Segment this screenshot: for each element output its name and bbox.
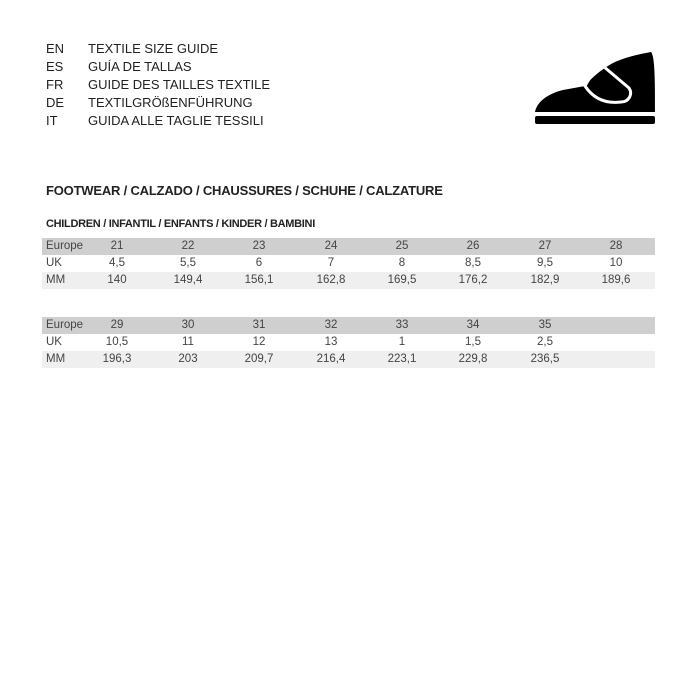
row-label: Europe [46,240,84,252]
table-cell: 23 [252,240,266,252]
language-title: GUÍA DE TALLAS [88,59,192,74]
table-cell: 31 [252,319,266,331]
table-cell: 182,9 [530,274,560,286]
table-cell: 22 [181,240,195,252]
row-label: UK [46,257,62,269]
size-table-2: Europe 29 30 31 32 33 34 35 UK 10,5 11 12 13 1 1,5 2,5 M… [42,317,655,368]
table-cell: 35 [538,319,552,331]
table-cell: 162,8 [316,274,346,286]
table-cell: 8,5 [465,257,481,269]
table-cell: 196,3 [102,353,132,365]
table-cell: 156,1 [244,274,274,286]
table-row: MM 140 149,4 156,1 162,8 169,5 176,2 182,9 189,6 [42,272,655,289]
table-cell: 229,8 [458,353,488,365]
table-cell: 5,5 [180,257,196,269]
table-cell: 11 [182,336,194,348]
table-cell: 27 [538,240,552,252]
table-cell: 10 [609,257,623,269]
table-cell: 10,5 [105,336,129,348]
table-cell: 1,5 [465,336,481,348]
subsection-title: CHILDREN / INFANTIL / ENFANTS / KINDER /… [46,218,315,230]
row-label: Europe [46,319,84,331]
row-label: MM [46,274,66,286]
language-code: ES [46,59,64,74]
row-label: MM [46,353,66,365]
language-code: EN [46,41,65,56]
table-cell: 26 [466,240,480,252]
section-title: FOOTWEAR / CALZADO / CHAUSSURES / SCHUHE… [46,183,443,198]
language-title: GUIDE DES TAILLES TEXTILE [88,77,271,92]
table-cell: 203 [178,353,198,365]
table-cell: 176,2 [458,274,488,286]
language-title: TEXTILGRÖßENFÜHRUNG [88,95,253,110]
table-cell: 149,4 [173,274,203,286]
table-cell: 189,6 [601,274,631,286]
table-cell: 12 [252,336,266,348]
table-cell: 21 [110,240,124,252]
table-cell: 6 [255,257,263,269]
table-cell: 216,4 [316,353,346,365]
table-cell: 8 [398,257,406,269]
row-label: UK [46,336,62,348]
shoe-icon [535,52,655,124]
table-row: Europe 21 22 23 24 25 26 27 28 [42,238,655,255]
language-code: DE [46,95,65,110]
table-cell: 34 [466,319,480,331]
table-cell: 4,5 [109,257,125,269]
table-cell: 29 [110,319,124,331]
table-row: UK 4,5 5,5 6 7 8 8,5 9,5 10 [42,255,655,272]
table-cell: 28 [609,240,623,252]
table-cell: 7 [327,257,335,269]
language-title: GUIDA ALLE TAGLIE TESSILI [88,113,264,128]
table-cell: 236,5 [530,353,560,365]
table-cell: 24 [324,240,338,252]
table-row: UK 10,5 11 12 13 1 1,5 2,5 [42,334,655,351]
table-cell: 13 [324,336,338,348]
language-title: TEXTILE SIZE GUIDE [88,41,219,56]
table-cell: 25 [395,240,409,252]
table-cell: 169,5 [387,274,417,286]
table-cell: 140 [107,274,127,286]
language-code: IT [46,113,58,128]
table-row: MM 196,3 203 209,7 216,4 223,1 229,8 236,5 [42,351,655,368]
table-cell: 209,7 [244,353,274,365]
table-row: Europe 29 30 31 32 33 34 35 [42,317,655,334]
language-code: FR [46,77,64,92]
table-cell: 9,5 [537,257,553,269]
table-cell: 1 [398,336,406,348]
table-cell: 30 [181,319,195,331]
table-cell: 2,5 [537,336,553,348]
table-cell: 223,1 [387,353,417,365]
table-cell: 33 [395,319,409,331]
size-table-1: Europe 21 22 23 24 25 26 27 28 UK 4,5 5,5 6 7 8 8,5 9,5 1… [42,238,655,289]
table-cell: 32 [324,319,338,331]
